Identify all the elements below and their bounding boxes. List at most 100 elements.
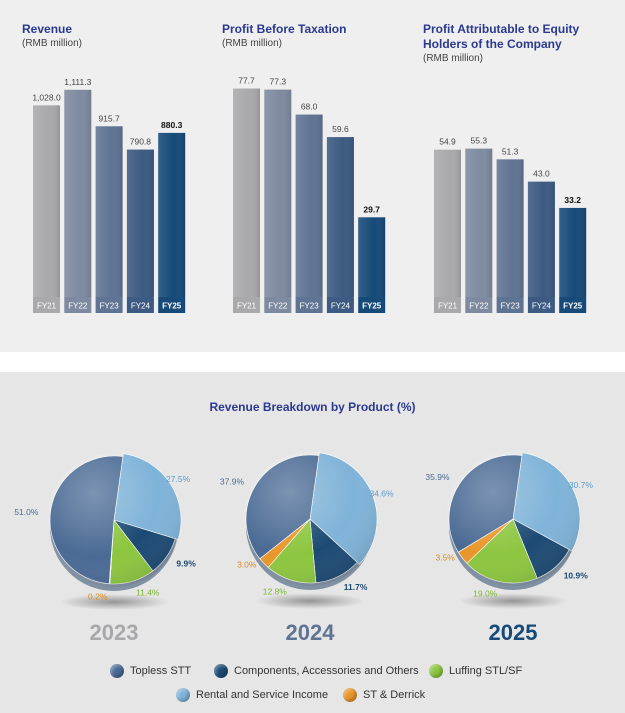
tick-label-revenue-fy23: FY23 [100, 302, 120, 311]
bar-shade-revenue-fy23 [95, 126, 123, 297]
data-label-pbt-fy21: 77.7 [238, 76, 255, 86]
bar-tab-pbt-fy21 [233, 297, 260, 313]
data-label-revenue-fy22: 1,111.3 [64, 77, 91, 87]
tick-label-pat-fy22: FY22 [469, 302, 489, 311]
data-label-revenue-fy25: 880.3 [161, 120, 183, 130]
pie-gloss-2025 [446, 452, 580, 586]
pbt-chart-unit: (RMB million) [222, 38, 282, 49]
bar-shade-pbt-fy23 [295, 114, 323, 297]
bar-shade-revenue-fy24 [126, 149, 154, 297]
tick-label-pbt-fy24: FY24 [331, 302, 351, 311]
pie-year-2025: 2025 [489, 620, 538, 645]
legend-swatch-luffing [429, 664, 443, 678]
bar-shade-pbt-fy22 [264, 89, 292, 297]
data-label-pat-fy24: 43.0 [533, 169, 550, 179]
tick-label-pat-fy25: FY25 [563, 302, 583, 311]
pie-label-2023-luffing: 11.4% [136, 588, 160, 598]
pie-gloss-2023 [47, 453, 181, 587]
pie-label-2025-luffing: 19.0% [473, 588, 498, 598]
bar-shade-revenue-fy25 [158, 132, 186, 297]
tick-label-pat-fy23: FY23 [501, 302, 521, 311]
tick-label-revenue-fy21: FY21 [37, 302, 57, 311]
data-label-revenue-fy24: 790.8 [130, 137, 152, 147]
bar-tab-pat-fy24 [527, 297, 555, 313]
bar-tab-revenue-fy25 [158, 297, 186, 313]
bar-tab-revenue-fy23 [95, 297, 123, 313]
pie-label-2023-components: 9.9% [176, 558, 196, 568]
bar-shade-pat-fy22 [465, 148, 493, 297]
legend-item-topless: Topless STT [110, 664, 191, 678]
pie-shadow-2023 [59, 594, 169, 610]
bar-shade-pat-fy21 [434, 149, 461, 297]
bar-shade-revenue-fy21 [33, 105, 60, 297]
bar-tab-revenue-fy24 [126, 297, 154, 313]
tick-label-revenue-fy25: FY25 [162, 302, 182, 311]
pie-label-2023-st: 0.2% [88, 591, 108, 601]
data-label-pat-fy23: 51.3 [502, 146, 519, 156]
pie-label-2024-components: 11.7% [344, 582, 368, 592]
pie-label-2025-topless: 35.9% [425, 472, 450, 482]
tick-label-pat-fy24: FY24 [532, 302, 552, 311]
data-label-pat-fy22: 55.3 [471, 136, 488, 146]
bar-tab-pat-fy22 [465, 297, 493, 313]
legend-item-rental: Rental and Service Income [176, 688, 328, 702]
data-label-pbt-fy22: 77.3 [270, 77, 287, 87]
tick-label-pat-fy21: FY21 [438, 302, 458, 311]
data-label-pat-fy25: 33.2 [564, 195, 581, 205]
bar-shade-revenue-fy22 [64, 89, 92, 297]
tick-label-pbt-fy21: FY21 [237, 302, 257, 311]
tick-label-revenue-fy24: FY24 [131, 302, 151, 311]
bar-shade-pat-fy24 [527, 181, 555, 297]
bar-shade-pat-fy25 [559, 207, 587, 297]
bar-tab-pat-fy23 [496, 297, 524, 313]
legend-swatch-topless [110, 664, 124, 678]
legend-label-topless: Topless STT [130, 665, 192, 677]
pie-shadow-2025 [458, 593, 568, 609]
legend-item-components: Components, Accessories and Others [214, 664, 419, 678]
pie-label-2025-components: 10.9% [564, 571, 589, 581]
data-label-pbt-fy23: 68.0 [301, 102, 318, 112]
bar-tab-pbt-fy24 [326, 297, 354, 313]
pie-label-2024-st: 3.0% [237, 560, 257, 570]
pie-label-2024-topless: 37.9% [220, 476, 245, 486]
pie-shadow-2024 [255, 593, 365, 609]
data-label-pbt-fy25: 29.7 [363, 204, 380, 214]
bar-shade-pbt-fy21 [233, 88, 260, 297]
pie-charts: 27.5% 9.9% 11.4% 0.2% 51.0% 2023 34.6% 11.7% 12.… [14, 452, 594, 645]
legend-label-st: ST & Derrick [363, 689, 426, 701]
legend-swatch-st [343, 688, 357, 702]
pie-year-2023: 2023 [90, 620, 139, 645]
pat-chart-title: Profit Attributable to Equity Holders of… [423, 22, 580, 51]
pie-label-2025-st: 3.5% [435, 552, 455, 562]
tick-label-revenue-fy22: FY22 [68, 302, 88, 311]
bar-tab-pbt-fy22 [264, 297, 292, 313]
pie-year-2024: 2024 [286, 620, 336, 645]
breakdown-title: Revenue Breakdown by Product (%) [209, 400, 416, 414]
tick-label-pbt-fy25: FY25 [362, 302, 382, 311]
tick-label-pbt-fy22: FY22 [268, 302, 288, 311]
pie-label-2024-luffing: 12.8% [263, 586, 288, 596]
pie-label-2024-rental: 34.6% [369, 488, 394, 498]
legend-item-st: ST & Derrick [343, 688, 425, 702]
revenue-chart-unit: (RMB million) [22, 38, 82, 49]
bar-shade-pbt-fy24 [326, 137, 354, 297]
bar-shade-pat-fy23 [496, 159, 524, 297]
pbt-chart-title: Profit Before Taxation [222, 22, 347, 36]
bar-tab-pbt-fy25 [358, 297, 386, 313]
legend-item-luffing: Luffing STL/SF [429, 664, 522, 678]
bar-shade-pbt-fy25 [358, 217, 386, 297]
revenue-chart-title: Revenue [22, 22, 73, 36]
legend-label-rental: Rental and Service Income [196, 689, 329, 701]
pie-label-2025-rental: 30.7% [569, 480, 594, 490]
bar-tab-revenue-fy22 [64, 297, 92, 313]
tick-label-pbt-fy23: FY23 [300, 302, 320, 311]
pie-gloss-2024 [243, 452, 377, 586]
pie-label-2023-topless: 51.0% [14, 507, 39, 517]
legend-swatch-components [214, 664, 228, 678]
legend-swatch-rental [176, 688, 190, 702]
pie-label-2023-rental: 27.5% [166, 474, 191, 484]
data-label-pbt-fy24: 59.6 [332, 124, 349, 134]
bar-tab-pat-fy25 [559, 297, 587, 313]
data-label-pat-fy21: 54.9 [439, 137, 456, 147]
bar-tab-revenue-fy21 [33, 297, 60, 313]
